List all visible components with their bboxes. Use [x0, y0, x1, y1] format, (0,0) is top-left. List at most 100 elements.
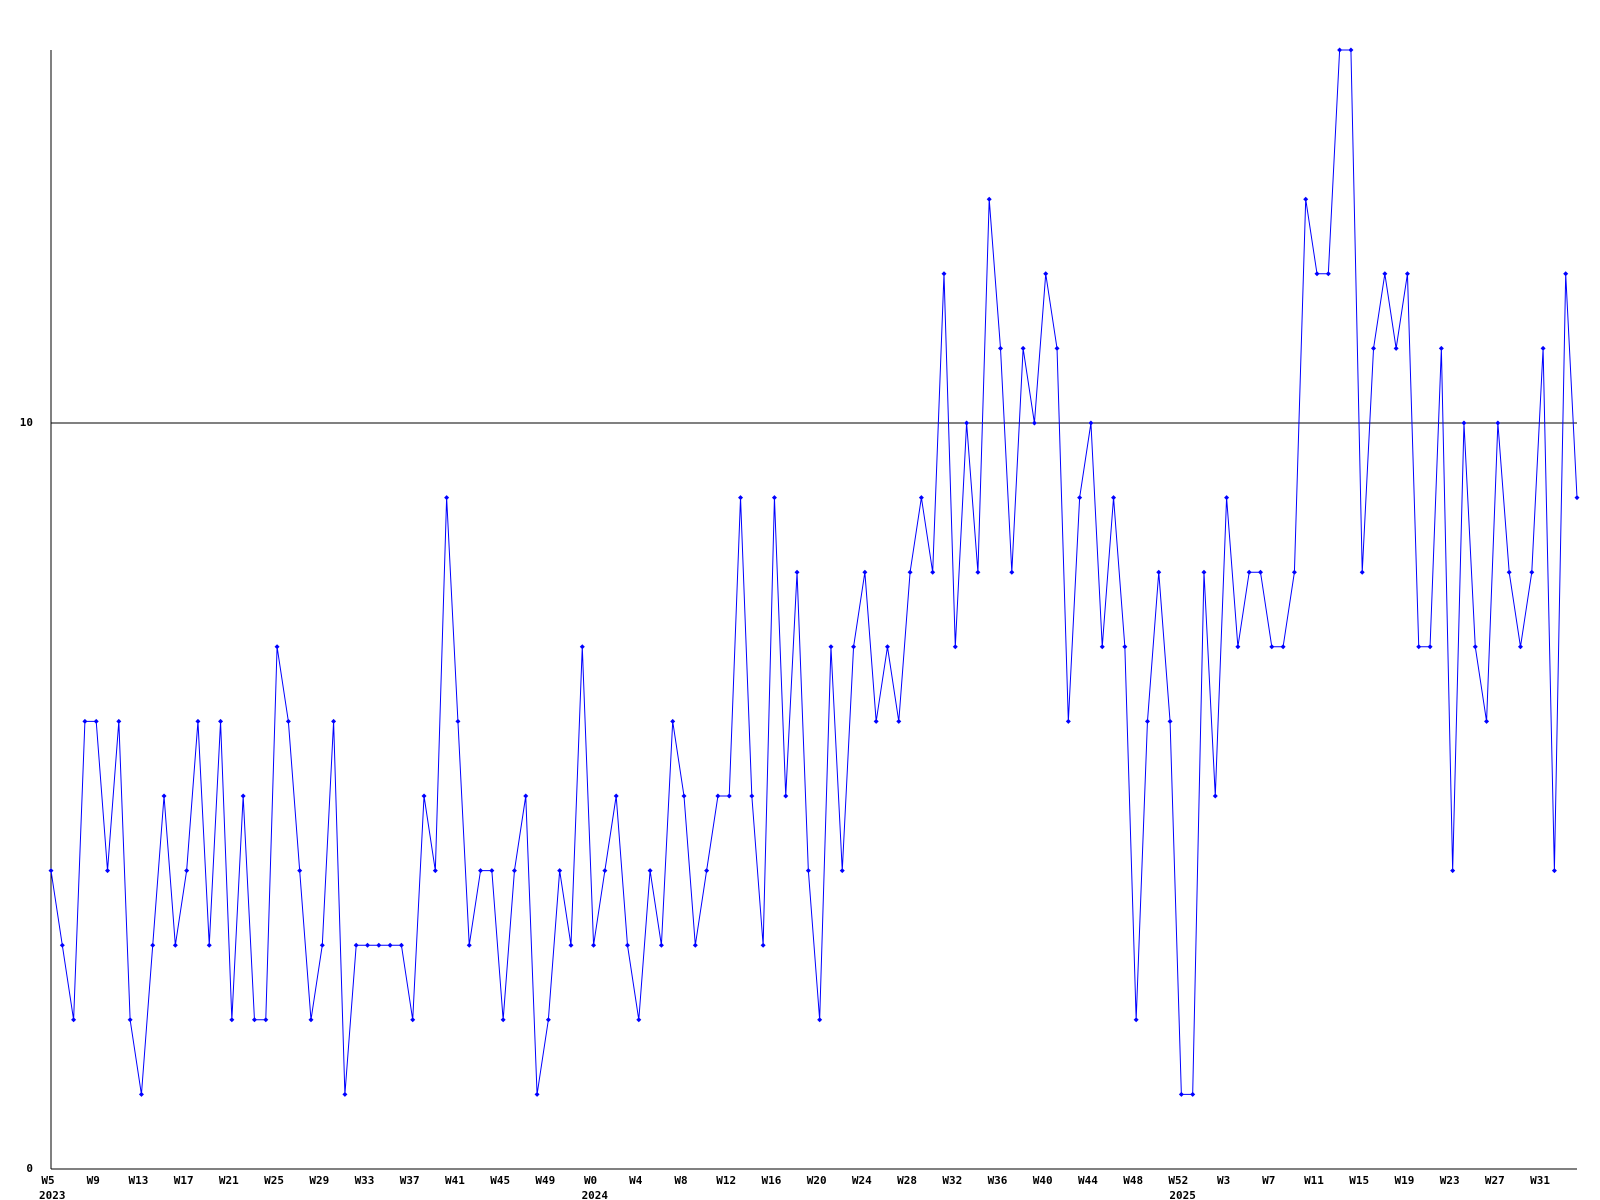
data-point — [432, 868, 438, 874]
data-point — [105, 868, 111, 874]
data-point — [591, 942, 597, 948]
y-tick-label: 0 — [26, 1162, 33, 1175]
data-point — [941, 271, 947, 277]
data-point — [805, 868, 811, 874]
data-point — [342, 1091, 348, 1097]
x-tick-label: W23 — [1440, 1174, 1460, 1187]
data-point — [557, 868, 563, 874]
data-point — [1303, 196, 1309, 202]
data-point — [308, 1017, 314, 1023]
x-tick-label: W44 — [1078, 1174, 1098, 1187]
data-point — [511, 868, 517, 874]
x-tick-label: W7 — [1262, 1174, 1275, 1187]
data-point — [1054, 345, 1060, 351]
data-point — [1133, 1017, 1139, 1023]
year-label: 2023 — [39, 1189, 66, 1200]
year-label: 2025 — [1169, 1189, 1196, 1200]
data-point — [138, 1091, 144, 1097]
data-point — [1291, 569, 1297, 575]
data-point — [681, 793, 687, 799]
data-point — [1122, 644, 1128, 650]
x-tick-label: W3 — [1217, 1174, 1230, 1187]
data-line — [50, 49, 1578, 1095]
x-tick-label: W48 — [1123, 1174, 1143, 1187]
data-point — [285, 718, 291, 724]
x-tick-label: W20 — [807, 1174, 827, 1187]
data-point — [1065, 718, 1071, 724]
data-point — [760, 942, 766, 948]
data-point — [738, 495, 744, 501]
data-point — [715, 793, 721, 799]
data-point — [1371, 345, 1377, 351]
x-tick-label: W8 — [674, 1174, 687, 1187]
data-point — [229, 1017, 235, 1023]
data-point — [998, 345, 1004, 351]
data-point — [376, 942, 382, 948]
data-point — [624, 942, 630, 948]
x-tick-label: W24 — [852, 1174, 872, 1187]
data-point — [150, 942, 156, 948]
data-point — [1540, 345, 1546, 351]
data-point — [297, 868, 303, 874]
data-point — [1337, 47, 1343, 53]
data-point — [851, 644, 857, 650]
data-point — [1472, 644, 1478, 650]
data-point — [1461, 420, 1467, 426]
data-point — [353, 942, 359, 948]
data-point — [1167, 718, 1173, 724]
data-point — [421, 793, 427, 799]
data-point — [670, 718, 676, 724]
x-tick-label: W19 — [1395, 1174, 1415, 1187]
x-tick-label: W12 — [716, 1174, 736, 1187]
data-point — [952, 644, 958, 650]
data-point — [1495, 420, 1501, 426]
data-point — [1314, 271, 1320, 277]
data-point — [1280, 644, 1286, 650]
data-point — [1246, 569, 1252, 575]
data-point — [1404, 271, 1410, 277]
x-tick-label: W45 — [490, 1174, 510, 1187]
data-point — [1574, 495, 1580, 501]
x-tick-label: W11 — [1304, 1174, 1324, 1187]
data-point — [579, 644, 585, 650]
data-point — [331, 718, 337, 724]
x-tick-label: W0 — [584, 1174, 597, 1187]
data-point — [93, 718, 99, 724]
data-point — [466, 942, 472, 948]
data-point — [1450, 868, 1456, 874]
data-point — [1190, 1091, 1196, 1097]
x-tick-label: W13 — [128, 1174, 148, 1187]
data-point — [975, 569, 981, 575]
data-point — [783, 793, 789, 799]
data-point — [896, 718, 902, 724]
data-point — [568, 942, 574, 948]
data-point — [726, 793, 732, 799]
data-point — [1551, 868, 1557, 874]
data-point — [387, 942, 393, 948]
data-point — [1235, 644, 1241, 650]
data-point — [500, 1017, 506, 1023]
data-point — [1529, 569, 1535, 575]
data-point — [1517, 644, 1523, 650]
data-point — [1043, 271, 1049, 277]
x-tick-label: W4 — [629, 1174, 643, 1187]
data-point — [749, 793, 755, 799]
x-tick-label: W27 — [1485, 1174, 1505, 1187]
data-point — [161, 793, 167, 799]
data-point — [59, 942, 65, 948]
data-point — [817, 1017, 823, 1023]
data-point — [172, 942, 178, 948]
x-tick-label: W33 — [355, 1174, 375, 1187]
data-point — [206, 942, 212, 948]
x-tick-label: W41 — [445, 1174, 465, 1187]
data-point — [184, 868, 190, 874]
y-tick-label: 10 — [20, 416, 33, 429]
data-point — [240, 793, 246, 799]
data-point — [771, 495, 777, 501]
data-point — [1348, 47, 1354, 53]
year-label: 2024 — [582, 1189, 609, 1200]
data-point — [455, 718, 461, 724]
data-point — [1563, 271, 1569, 277]
data-point — [930, 569, 936, 575]
data-point — [1257, 569, 1263, 575]
